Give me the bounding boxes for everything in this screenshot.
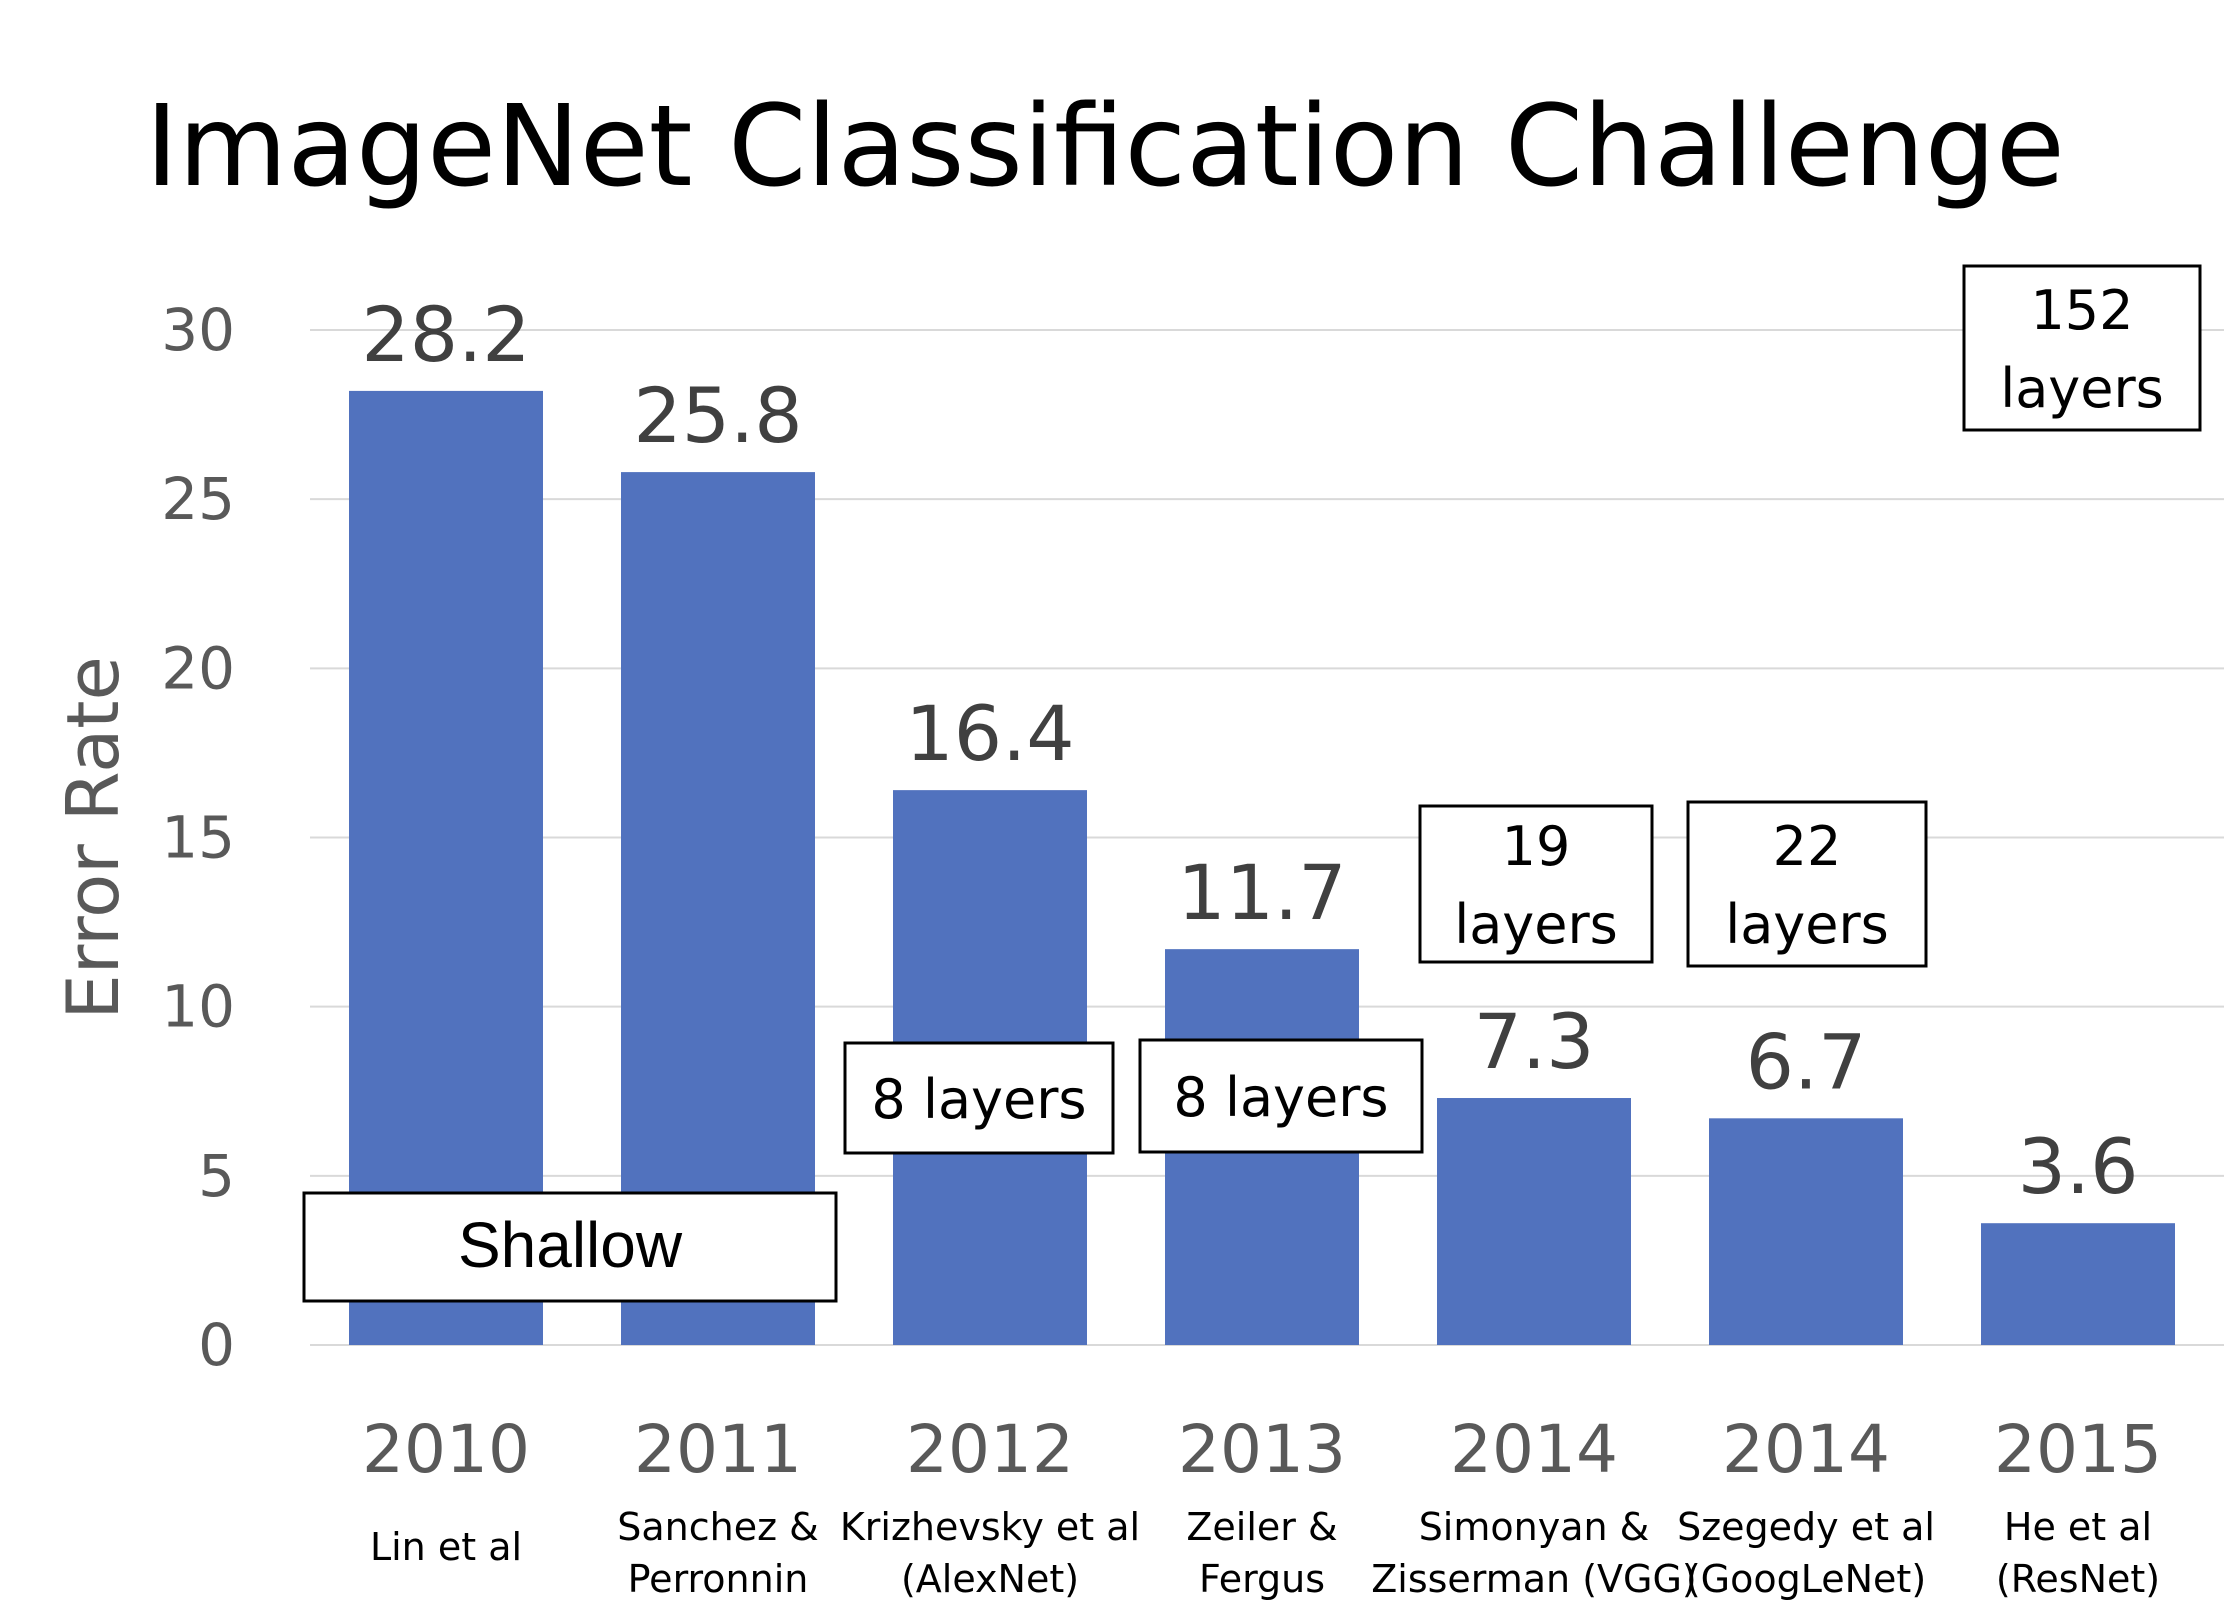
annotation-text: 8 layers bbox=[871, 1068, 1086, 1131]
x-tick-year: 2013 bbox=[1178, 1411, 1346, 1488]
annotation-text: 19 bbox=[1502, 815, 1571, 878]
value-label: 16.4 bbox=[905, 689, 1074, 778]
x-tick-author: Zeiler & bbox=[1186, 1505, 1337, 1549]
annotation-text: 8 layers bbox=[1173, 1066, 1388, 1129]
bar bbox=[349, 390, 543, 1345]
annotation-text: Shallow bbox=[458, 1209, 683, 1281]
value-label: 6.7 bbox=[1746, 1017, 1867, 1106]
annotation-text: 22 bbox=[1773, 815, 1842, 878]
bar bbox=[1437, 1098, 1631, 1345]
value-label: 11.7 bbox=[1177, 848, 1346, 937]
value-label: 3.6 bbox=[2018, 1122, 2139, 1211]
y-tick-label: 10 bbox=[161, 973, 235, 1041]
x-tick-author: (AlexNet) bbox=[901, 1557, 1079, 1601]
annotation-zf-layers: 8 layers bbox=[1138, 1038, 1424, 1154]
x-tick-author: Perronnin bbox=[628, 1557, 809, 1601]
annotation-box bbox=[1686, 800, 1928, 968]
annotation-text: layers bbox=[1454, 893, 1618, 956]
y-tick-label: 25 bbox=[161, 465, 235, 533]
x-tick-author: He et al bbox=[2004, 1505, 2152, 1549]
x-tick-year: 2014 bbox=[1450, 1411, 1618, 1488]
y-tick-label: 30 bbox=[161, 296, 235, 364]
value-label: 7.3 bbox=[1474, 997, 1595, 1086]
annotation-alexnet-layers: 8 layers bbox=[843, 1041, 1115, 1155]
x-tick-year: 2014 bbox=[1722, 1411, 1890, 1488]
y-tick-label: 20 bbox=[161, 634, 235, 702]
bar bbox=[1981, 1223, 2175, 1345]
annotation-box bbox=[1418, 804, 1654, 964]
x-tick-author: (ResNet) bbox=[1996, 1557, 2160, 1601]
x-tick-author: Zisserman (VGG) bbox=[1371, 1557, 1697, 1601]
x-tick-author: Fergus bbox=[1199, 1557, 1325, 1601]
x-tick-author: Krizhevsky et al bbox=[840, 1505, 1140, 1549]
annotation-googlenet-layers: 22 layers bbox=[1686, 800, 1928, 968]
y-tick-label: 0 bbox=[198, 1311, 235, 1379]
y-tick-label: 15 bbox=[161, 804, 235, 872]
x-tick-year: 2012 bbox=[906, 1411, 1074, 1488]
annotation-text: 152 bbox=[2030, 279, 2133, 342]
y-tick-label: 5 bbox=[198, 1142, 235, 1210]
chart-title: ImageNet Classification Challenge bbox=[145, 82, 2065, 212]
value-labels: 28.2 25.8 16.4 11.7 7.3 6.7 3.6 bbox=[361, 290, 2138, 1211]
x-tick-author: Simonyan & bbox=[1419, 1505, 1650, 1549]
annotation-vgg-layers: 19 layers bbox=[1418, 804, 1654, 964]
x-tick-year: 2010 bbox=[362, 1411, 530, 1488]
annotation-resnet-layers: 152 layers bbox=[1962, 264, 2202, 432]
value-label: 28.2 bbox=[361, 290, 530, 379]
x-tick-author: Lin et al bbox=[370, 1525, 522, 1569]
x-axis-labels: 2010 Lin et al 2011 Sanchez & Perronnin 2012 K… bbox=[362, 1411, 2162, 1601]
bar bbox=[1709, 1118, 1903, 1345]
y-axis-label: Error Rate bbox=[51, 656, 135, 1019]
annotation-box bbox=[302, 1191, 838, 1303]
x-tick-year: 2015 bbox=[1994, 1411, 2162, 1488]
annotation-box bbox=[843, 1041, 1115, 1155]
x-tick-year: 2011 bbox=[634, 1411, 802, 1488]
annotation-box bbox=[1138, 1038, 1424, 1154]
x-tick-author: Szegedy et al bbox=[1677, 1505, 1935, 1549]
annotation-text: layers bbox=[2000, 357, 2164, 420]
y-axis-ticks: 0 5 10 15 20 25 30 bbox=[161, 296, 235, 1379]
annotation-shallow: Shallow bbox=[302, 1191, 838, 1303]
x-tick-author: Sanchez & bbox=[617, 1505, 819, 1549]
x-tick-author: (GoogLeNet) bbox=[1686, 1557, 1926, 1601]
value-label: 25.8 bbox=[633, 371, 802, 460]
annotation-text: layers bbox=[1725, 893, 1889, 956]
annotation-box bbox=[1962, 264, 2202, 432]
